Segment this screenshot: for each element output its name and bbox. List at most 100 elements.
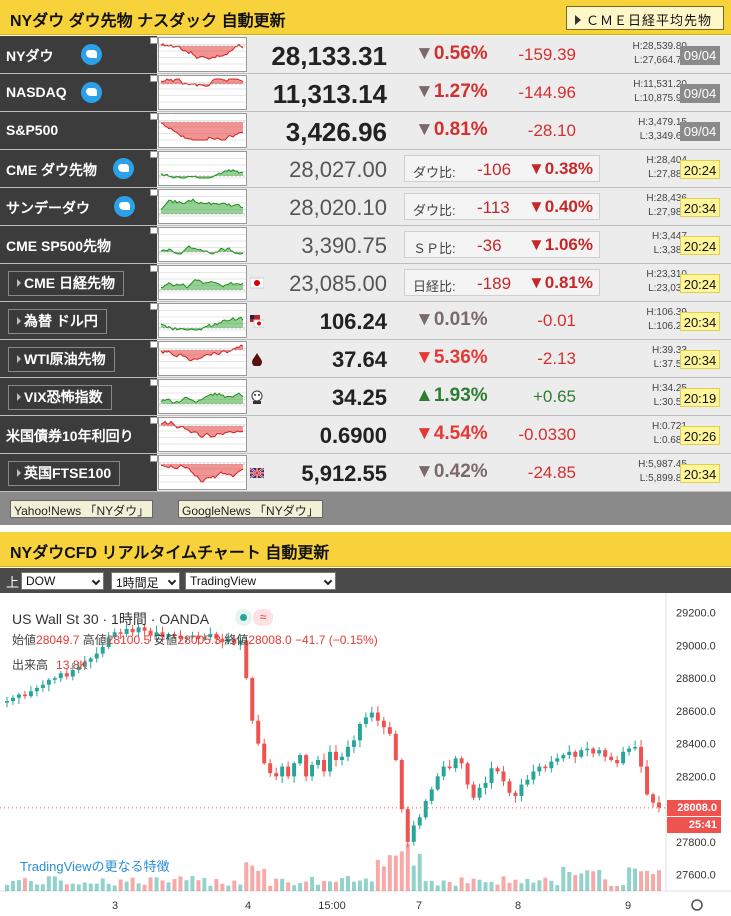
volume-bar <box>603 879 608 891</box>
triangle-right-icon <box>17 279 21 287</box>
provider-select[interactable]: TradingView <box>185 572 336 590</box>
sparkline-chart[interactable] <box>150 341 247 376</box>
quote-name: 為替 ドル円 <box>24 313 98 329</box>
candle-body <box>453 758 458 769</box>
tradingview-features-link[interactable]: TradingViewの更なる特徴 <box>20 859 170 874</box>
volume-bar <box>112 885 117 891</box>
volume-bar <box>375 859 380 891</box>
time-axis-tick-label: 4 <box>245 900 251 912</box>
price-axis-tick-label: 29000.0 <box>676 640 716 652</box>
volume-bar <box>16 880 21 891</box>
time-axis-tick-label: 9 <box>625 900 631 912</box>
candle-body <box>310 764 315 777</box>
candle-body <box>322 760 327 772</box>
twitter-icon[interactable] <box>81 44 102 65</box>
open-label: 始値 <box>12 633 37 647</box>
volume-bar <box>82 882 87 891</box>
quote-row[interactable]: NYダウ 28,133.31 ▼0.56% -159.39 H:28,539.80 L:2… <box>0 36 731 74</box>
comparison-box: 日経比: -189 ▼0.81% <box>404 269 600 296</box>
sparkline-chart[interactable] <box>150 227 247 262</box>
tradingview-chart[interactable]: 27600.027800.028000.028200.028400.028600… <box>0 593 731 916</box>
quote-name-cell[interactable]: 英国FTSE100 <box>0 454 157 491</box>
chart-status-indicators[interactable]: ≈ <box>235 609 273 626</box>
gear-icon[interactable] <box>691 899 703 911</box>
quote-price: 37.64 <box>331 347 387 372</box>
quote-name-cell[interactable]: NASDAQ <box>0 74 157 111</box>
triangle-right-icon <box>17 355 21 363</box>
quote-name-cell[interactable]: CME SP500先物 <box>0 226 157 263</box>
twitter-icon[interactable] <box>114 196 135 217</box>
ticker-header: NYダウ ダウ先物 ナスダック 自動更新 ＣＭＥ日経平均先物 <box>0 0 731 35</box>
volume-bar <box>232 880 237 891</box>
sparkline-chart[interactable] <box>150 417 247 452</box>
interval-select[interactable]: 1時間足 <box>111 572 180 590</box>
sparkline-chart[interactable] <box>150 75 247 110</box>
high-low: H:11,531.20 L:10,875.90 <box>633 78 687 106</box>
volume-bar <box>274 878 279 891</box>
uk-flag-icon <box>250 467 264 479</box>
volume-bar <box>543 877 548 891</box>
sparkline-chart[interactable] <box>150 37 247 72</box>
candle-body <box>160 632 165 638</box>
candle-body <box>10 697 15 702</box>
sparkline-chart[interactable] <box>150 379 247 414</box>
quote-price: 106.24 <box>319 309 387 334</box>
yahoo-news-link[interactable]: Yahoo!News 「NYダウ」 <box>10 500 154 518</box>
quote-row[interactable]: WTI原油先物 37.64 ▼5.36% -2.13 H:39.33 L:37.54 20:… <box>0 340 731 378</box>
quote-row[interactable]: CME 日経先物 23,085.00 日経比: -189 ▼0.81% H:23,310 L… <box>0 264 731 302</box>
quote-name-cell[interactable]: NYダウ <box>0 36 157 73</box>
sparkline-svg <box>159 234 246 255</box>
quote-row[interactable]: 米国債券10年利回り 0.6900 ▼4.54% -0.0330 H:0.721 L:0.… <box>0 416 731 454</box>
quote-row[interactable]: VIX恐怖指数 34.25 ▲1.93% +0.65 H:34.25 L:30.52 20:… <box>0 378 731 416</box>
quote-row[interactable]: NASDAQ 11,313.14 ▼1.27% -144.96 H:11,531.20 L… <box>0 74 731 112</box>
volume-bar <box>286 882 291 891</box>
quote-name-cell[interactable]: 為替 ドル円 <box>0 302 157 339</box>
quote-name-cell[interactable]: VIX恐怖指数 <box>0 378 157 415</box>
quote-name: CME ダウ先物 <box>6 162 97 178</box>
symbol-select[interactable]: DOW <box>21 572 104 590</box>
candle-body <box>124 629 129 634</box>
quote-row[interactable]: S&P500 3,426.96 ▼0.81% -28.10 H:3,479.15 L:3,… <box>0 112 731 150</box>
cme-nikkei-button[interactable]: ＣＭＥ日経平均先物 <box>566 6 724 30</box>
twitter-icon[interactable] <box>81 82 102 103</box>
quote-time: 09/04 <box>680 122 720 141</box>
candle-body <box>447 766 452 769</box>
sparkline-chart[interactable] <box>150 455 247 490</box>
quote-row[interactable]: サンデーダウ 28,020.10 ダウ比: -113 ▼0.40% H:28,436 L:2… <box>0 188 731 226</box>
twitter-icon[interactable] <box>113 158 134 179</box>
candle-body <box>501 771 506 782</box>
comparison-box: ダウ比: -106 ▼0.38% <box>404 155 600 182</box>
quote-name-cell[interactable]: S&P500 <box>0 112 157 149</box>
volume-bar <box>507 882 512 891</box>
quote-time: 09/04 <box>680 84 720 103</box>
volume-bar <box>345 876 350 891</box>
quote-name-cell[interactable]: 米国債券10年利回り <box>0 416 157 453</box>
candle-body <box>633 746 638 749</box>
high-value: H:23,310 <box>646 269 687 280</box>
open-value: 28049.7 <box>36 633 80 647</box>
volume-bar <box>459 877 464 891</box>
sparkline-chart[interactable] <box>150 265 247 300</box>
quote-row[interactable]: CME ダウ先物 28,027.00 ダウ比: -106 ▼0.38% H:28,404 L… <box>0 150 731 188</box>
up-arrow-icon: ▲ <box>415 385 434 406</box>
chevron-down-icon <box>91 576 101 586</box>
quote-row[interactable]: 為替 ドル円 106.24 ▼0.01% -0.01 H:106.39 L:106.21 2… <box>0 302 731 340</box>
comparison-pct: ▼0.40% <box>527 197 593 216</box>
sparkline-chart[interactable] <box>150 151 247 186</box>
high-low: H:106.39 L:106.21 <box>646 306 687 334</box>
google-news-link[interactable]: GoogleNews 「NYダウ」 <box>178 500 323 518</box>
quote-time: 20:24 <box>680 236 720 255</box>
quote-row[interactable]: CME SP500先物 3,390.75 ＳＰ比: -36 ▼1.06% H:3,447 L… <box>0 226 731 264</box>
sparkline-chart[interactable] <box>150 189 247 224</box>
comparison-diff: -36 <box>477 236 502 255</box>
candle-body <box>555 758 560 762</box>
quote-row[interactable]: 英国FTSE100 5,912.55 ▼0.42% -24.85 H:5,987.45 L… <box>0 454 731 492</box>
sparkline-chart[interactable] <box>150 113 247 148</box>
volume-bar <box>561 866 566 891</box>
sparkline-chart[interactable] <box>150 303 247 338</box>
sparkline-svg <box>159 272 246 293</box>
comparison-diff: -106 <box>477 160 512 179</box>
quote-name-cell[interactable]: WTI原油先物 <box>0 340 157 377</box>
quote-name-cell[interactable]: CME 日経先物 <box>0 264 157 301</box>
down-arrow-icon: ▼ <box>415 309 434 330</box>
